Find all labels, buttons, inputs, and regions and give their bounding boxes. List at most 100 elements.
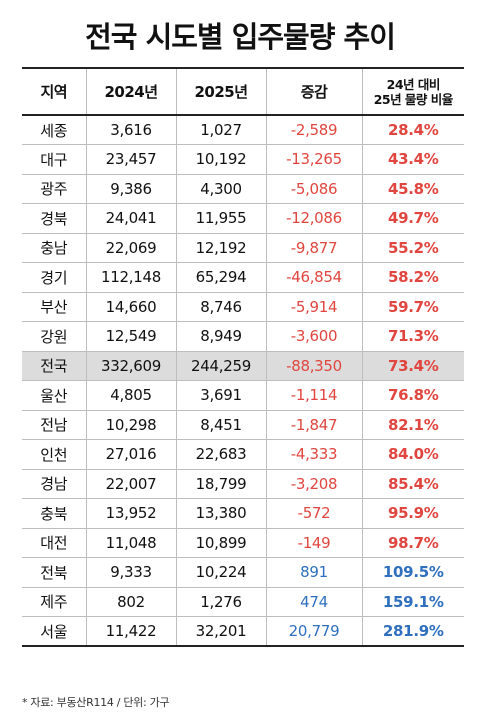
cell-2025: 1,276 (176, 587, 267, 617)
cell-ratio: 85.4% (362, 469, 464, 499)
cell-change: -4,333 (266, 439, 363, 470)
cell-2025: 10,899 (176, 528, 267, 558)
cell-change: -1,847 (266, 410, 363, 440)
cell-2024: 11,422 (86, 616, 177, 647)
cell-region: 인천 (22, 439, 87, 470)
cell-2024: 24,041 (86, 203, 177, 234)
cell-2025: 8,949 (176, 321, 267, 352)
table-row: 경기 112,148 65,294 -46,854 58.2% (22, 262, 464, 293)
cell-ratio: 109.5% (362, 557, 464, 588)
cell-2024: 14,660 (86, 292, 177, 322)
cell-region: 대구 (22, 144, 87, 175)
table-row: 경북 24,041 11,955 -12,086 49.7% (22, 203, 464, 234)
header-2025: 2025년 (176, 67, 267, 116)
cell-change: -3,208 (266, 469, 363, 499)
cell-2025: 3,691 (176, 380, 267, 411)
table-row: 강원 12,549 8,949 -3,600 71.3% (22, 321, 464, 352)
cell-ratio: 84.0% (362, 439, 464, 470)
table-row: 전북 9,333 10,224 891 109.5% (22, 557, 464, 588)
cell-2025: 8,451 (176, 410, 267, 440)
cell-ratio: 58.2% (362, 262, 464, 293)
cell-change: -3,600 (266, 321, 363, 352)
cell-ratio: 95.9% (362, 498, 464, 529)
cell-region: 부산 (22, 292, 87, 322)
cell-region: 강원 (22, 321, 87, 352)
cell-change: -88,350 (266, 351, 363, 381)
cell-2024: 22,069 (86, 233, 177, 263)
cell-change: -5,086 (266, 174, 363, 204)
cell-ratio: 71.3% (362, 321, 464, 352)
cell-2025: 11,955 (176, 203, 267, 234)
cell-2024: 3,616 (86, 115, 177, 145)
table-row: 광주 9,386 4,300 -5,086 45.8% (22, 174, 464, 204)
cell-region: 전남 (22, 410, 87, 440)
cell-2024: 10,298 (86, 410, 177, 440)
cell-ratio: 82.1% (362, 410, 464, 440)
cell-2024: 332,609 (86, 351, 177, 381)
cell-2025: 65,294 (176, 262, 267, 293)
cell-ratio: 55.2% (362, 233, 464, 263)
cell-region: 울산 (22, 380, 87, 411)
cell-2025: 13,380 (176, 498, 267, 529)
header-region: 지역 (22, 67, 87, 116)
cell-2025: 1,027 (176, 115, 267, 145)
cell-region: 경북 (22, 203, 87, 234)
cell-ratio: 76.8% (362, 380, 464, 411)
table-body: 세종 3,616 1,027 -2,589 28.4% 대구 23,457 10,192 -13… (22, 115, 464, 647)
cell-2025: 10,224 (176, 557, 267, 588)
cell-region: 전북 (22, 557, 87, 588)
cell-2024: 13,952 (86, 498, 177, 529)
cell-change: -9,877 (266, 233, 363, 263)
table-row: 세종 3,616 1,027 -2,589 28.4% (22, 115, 464, 145)
cell-change: -5,914 (266, 292, 363, 322)
cell-ratio: 43.4% (362, 144, 464, 175)
table-row: 부산 14,660 8,746 -5,914 59.7% (22, 292, 464, 322)
cell-region: 세종 (22, 115, 87, 145)
cell-region: 광주 (22, 174, 87, 204)
cell-change: -2,589 (266, 115, 363, 145)
page-title: 전국 시도별 입주물량 추이 (85, 20, 396, 54)
cell-ratio: 59.7% (362, 292, 464, 322)
cell-region: 서울 (22, 616, 87, 647)
cell-2024: 9,333 (86, 557, 177, 588)
cell-change: -149 (266, 528, 363, 558)
source-note: * 자료: 부동산R114 / 단위: 가구 (22, 696, 170, 709)
cell-2025: 244,259 (176, 351, 267, 381)
cell-2025: 18,799 (176, 469, 267, 499)
table-row: 대전 11,048 10,899 -149 98.7% (22, 528, 464, 558)
cell-ratio: 49.7% (362, 203, 464, 234)
cell-2025: 32,201 (176, 616, 267, 647)
table-row: 제주 802 1,276 474 159.1% (22, 587, 464, 617)
cell-2024: 23,457 (86, 144, 177, 175)
cell-2025: 8,746 (176, 292, 267, 322)
cell-2024: 11,048 (86, 528, 177, 558)
table-row: 대구 23,457 10,192 -13,265 43.4% (22, 144, 464, 175)
header-ratio-line2: 25년 물량 비율 (373, 91, 454, 107)
cell-change: -1,114 (266, 380, 363, 411)
cell-ratio: 73.4% (362, 351, 464, 381)
supply-table: 지역 2024년 2025년 증감 24년 대비 25년 물량 비율 세종 3,6… (22, 67, 464, 647)
table-row: 전국 332,609 244,259 -88,350 73.4% (22, 351, 464, 381)
cell-change: -12,086 (266, 203, 363, 234)
cell-2024: 9,386 (86, 174, 177, 204)
header-change: 증감 (266, 67, 363, 116)
cell-2024: 27,016 (86, 439, 177, 470)
cell-region: 제주 (22, 587, 87, 617)
table-row: 충북 13,952 13,380 -572 95.9% (22, 498, 464, 529)
cell-2025: 4,300 (176, 174, 267, 204)
cell-ratio: 28.4% (362, 115, 464, 145)
cell-region: 대전 (22, 528, 87, 558)
cell-change: -13,265 (266, 144, 363, 175)
cell-region: 충북 (22, 498, 87, 529)
cell-change: 20,779 (266, 616, 363, 647)
cell-ratio: 281.9% (362, 616, 464, 647)
cell-2024: 22,007 (86, 469, 177, 499)
cell-2024: 4,805 (86, 380, 177, 411)
cell-2025: 12,192 (176, 233, 267, 263)
table-row: 울산 4,805 3,691 -1,114 76.8% (22, 380, 464, 411)
cell-2024: 112,148 (86, 262, 177, 293)
cell-change: 891 (266, 557, 363, 588)
table-row: 전남 10,298 8,451 -1,847 82.1% (22, 410, 464, 440)
cell-ratio: 98.7% (362, 528, 464, 558)
table-row: 경남 22,007 18,799 -3,208 85.4% (22, 469, 464, 499)
